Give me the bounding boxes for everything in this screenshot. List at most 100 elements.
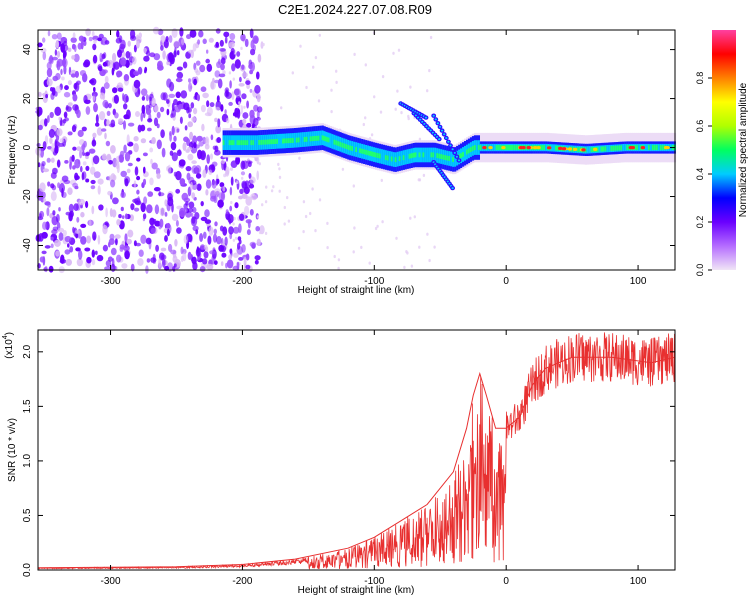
band-peak bbox=[285, 138, 289, 144]
noise-blob bbox=[92, 43, 97, 51]
noise-blob bbox=[193, 107, 198, 115]
noise-blob bbox=[117, 49, 122, 58]
noise-blob bbox=[204, 209, 210, 218]
band-peak bbox=[422, 152, 425, 158]
noise-blob bbox=[175, 220, 179, 227]
band-peak bbox=[525, 145, 528, 150]
noise-blob bbox=[67, 243, 70, 248]
noise-blob bbox=[149, 147, 154, 153]
band-mid bbox=[224, 135, 227, 150]
band-mid bbox=[424, 147, 427, 163]
noise-blob bbox=[73, 82, 78, 90]
noise-blob bbox=[103, 82, 110, 89]
noise-blob bbox=[92, 231, 97, 241]
spectrogram-heatmap bbox=[35, 26, 677, 274]
noise-blob bbox=[126, 168, 131, 174]
noise-blob bbox=[234, 202, 239, 209]
noise-blob bbox=[205, 58, 210, 64]
band-peak bbox=[327, 137, 330, 143]
band-branch-core bbox=[451, 148, 454, 151]
noise-blob bbox=[217, 199, 224, 208]
band-peak bbox=[359, 148, 362, 154]
noise-blob bbox=[50, 236, 54, 241]
noise-blob bbox=[85, 178, 90, 183]
noise-blob bbox=[107, 190, 112, 196]
noise-blob bbox=[42, 141, 47, 150]
noise-blob bbox=[233, 252, 239, 258]
noise-speck bbox=[335, 69, 338, 73]
noise-blob bbox=[123, 93, 129, 104]
noise-blob bbox=[85, 28, 91, 37]
noise-blob bbox=[64, 249, 71, 255]
noise-blob bbox=[49, 111, 54, 119]
noise-blob bbox=[63, 111, 68, 119]
noise-blob bbox=[229, 80, 232, 89]
band-branch-core bbox=[427, 127, 430, 130]
noise-blob bbox=[169, 132, 173, 142]
band-peak bbox=[260, 139, 263, 145]
noise-blob bbox=[199, 266, 206, 273]
noise-blob bbox=[55, 250, 60, 257]
noise-speck bbox=[314, 229, 317, 233]
noise-blob bbox=[72, 165, 76, 170]
noise-blob bbox=[166, 228, 170, 237]
band-mid bbox=[254, 135, 257, 150]
band-peak bbox=[467, 148, 471, 154]
noise-speck bbox=[353, 52, 356, 57]
spectrogram-x-tick-label: 100 bbox=[630, 276, 647, 287]
noise-blob bbox=[113, 94, 119, 104]
noise-blob bbox=[92, 155, 100, 165]
noise-blob bbox=[56, 159, 61, 168]
noise-blob bbox=[176, 128, 180, 133]
noise-blob bbox=[46, 78, 53, 87]
noise-blob bbox=[50, 243, 54, 249]
noise-blob bbox=[41, 250, 47, 255]
band-peak bbox=[446, 155, 449, 161]
band-mid bbox=[434, 147, 437, 163]
noise-blob bbox=[143, 47, 147, 54]
band-peak bbox=[444, 155, 447, 160]
band-mid bbox=[331, 134, 334, 149]
noise-blob bbox=[219, 182, 225, 188]
noise-blob bbox=[44, 118, 48, 127]
noise-blob bbox=[51, 34, 58, 40]
band-peak bbox=[337, 141, 340, 147]
band-peak bbox=[384, 155, 388, 160]
noise-blob bbox=[137, 258, 144, 266]
noise-speck bbox=[392, 51, 395, 55]
noise-blob bbox=[140, 234, 147, 244]
noise-blob bbox=[212, 233, 218, 243]
noise-blob bbox=[160, 35, 166, 43]
band-peak bbox=[268, 139, 271, 145]
snr-x-tick-label: -200 bbox=[232, 576, 252, 587]
noise-blob bbox=[223, 31, 230, 38]
spectrogram-x-tick-label: -300 bbox=[101, 276, 121, 287]
noise-speck bbox=[318, 198, 322, 202]
noise-blob bbox=[212, 77, 215, 84]
noise-blob bbox=[173, 50, 177, 58]
noise-blob bbox=[255, 71, 260, 80]
noise-blob bbox=[41, 191, 46, 199]
band-peak bbox=[513, 145, 516, 150]
snr-y-tick-label: 0.0 bbox=[22, 563, 33, 577]
noise-blob bbox=[56, 213, 60, 223]
noise-blob bbox=[242, 118, 247, 124]
noise-blob bbox=[231, 91, 235, 101]
noise-blob bbox=[120, 191, 126, 199]
noise-speck bbox=[433, 245, 436, 249]
spectrogram-y-tick-label: 40 bbox=[22, 44, 33, 56]
noise-speck bbox=[278, 189, 281, 193]
colorbar-label: Normalized spectral amplitude bbox=[738, 82, 749, 217]
noise-blob bbox=[188, 78, 191, 83]
noise-speck bbox=[400, 111, 403, 115]
snr-panel: -300 -200 -100 0 100 0.0 0.5 1.0 1.5 2.0 Height … bbox=[2, 329, 676, 596]
noise-speck bbox=[241, 176, 244, 180]
noise-blob bbox=[85, 151, 91, 156]
noise-blob bbox=[39, 213, 42, 219]
noise-blob bbox=[96, 127, 103, 136]
noise-speck bbox=[283, 222, 286, 226]
noise-blob bbox=[54, 145, 59, 154]
colorbar-tick-label: 0.6 bbox=[695, 120, 705, 133]
noise-speck bbox=[353, 226, 356, 230]
